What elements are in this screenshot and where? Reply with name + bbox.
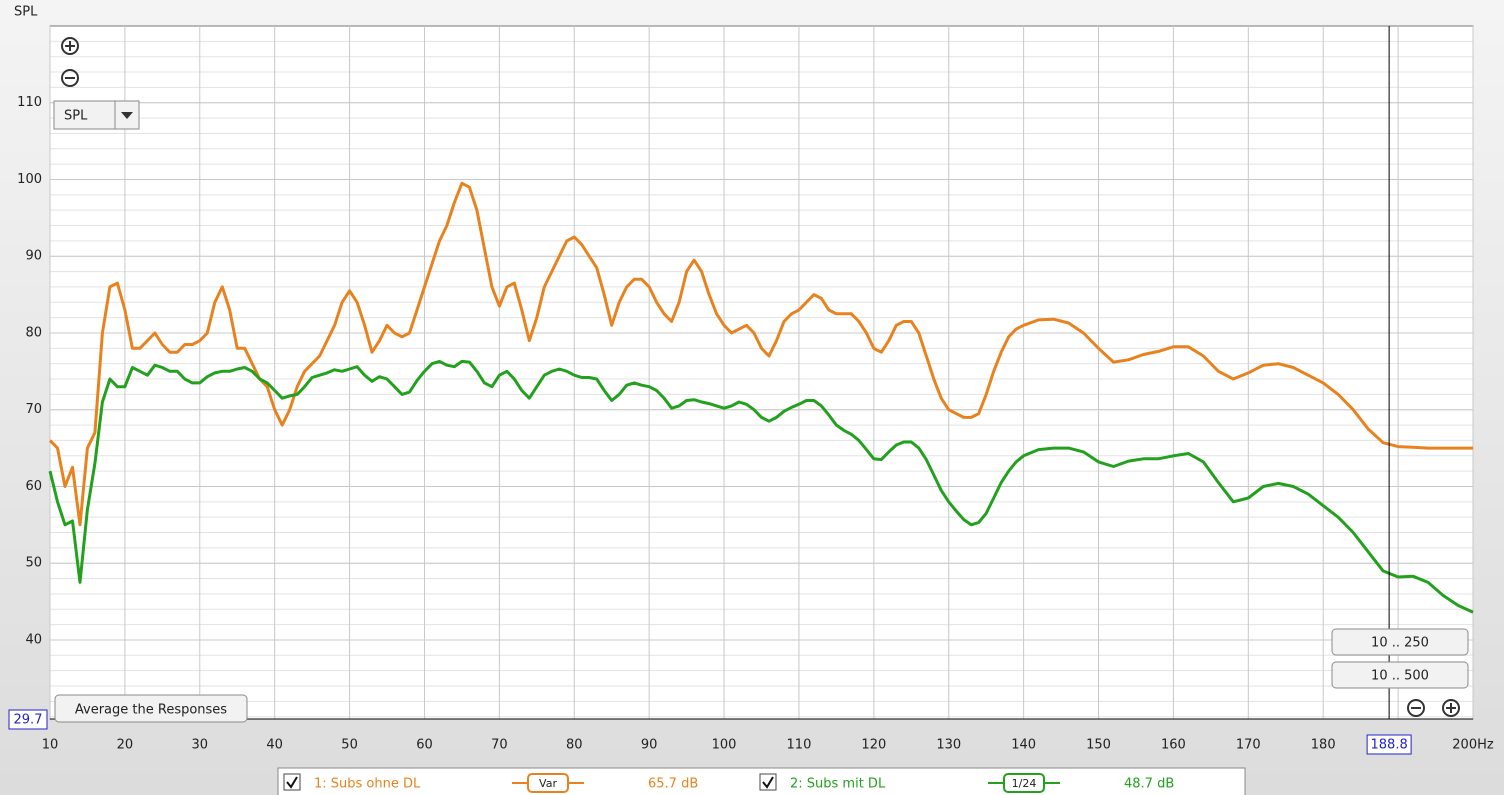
x-zoom-in[interactable] <box>1442 699 1460 717</box>
y-axis-label: SPL <box>14 5 38 20</box>
legend-label: 2: Subs mit DL <box>790 777 886 792</box>
legend-entry[interactable]: 2: Subs mit DL 1/24 48.7 dB <box>759 773 1174 793</box>
x-tick-label: 40 <box>266 738 283 753</box>
x-tick-label: 160 <box>1161 738 1186 753</box>
legend-label: 1: Subs ohne DL <box>314 777 421 792</box>
y-tick-label: 100 <box>17 172 42 187</box>
y-tick-label: 90 <box>25 249 42 264</box>
smoothing-box <box>1003 773 1045 793</box>
zoom-in[interactable] <box>61 37 79 55</box>
x-tick-label: 80 <box>566 738 583 753</box>
button-label: 10 .. 250 <box>1371 636 1429 651</box>
x-tick-label: 10 <box>42 738 59 753</box>
x-tick-label: 30 <box>192 738 209 753</box>
cursor-x-box <box>1366 734 1412 755</box>
cursor-y-label: 29.7 <box>14 713 43 728</box>
button-label: Average the Responses <box>75 703 227 718</box>
x-tick-label: 60 <box>416 738 433 753</box>
y-tick-label: 40 <box>25 632 42 647</box>
x-tick-label: 50 <box>341 738 358 753</box>
series-line <box>48 359 1474 614</box>
x-zoom-out[interactable] <box>1407 699 1425 717</box>
x-tick-label: 100 <box>712 738 737 753</box>
x-tick-label: 70 <box>491 738 508 753</box>
range-button[interactable]: 10 .. 250 <box>1331 628 1469 656</box>
x-tick-label: 120 <box>861 738 886 753</box>
dropdown-label: SPL <box>64 109 88 124</box>
checkbox <box>759 773 777 791</box>
x-tick-label: 90 <box>641 738 658 753</box>
average-button[interactable]: Average the Responses <box>54 694 248 723</box>
x-tick-label: 140 <box>1011 738 1036 753</box>
y-tick-label: 50 <box>25 556 42 571</box>
x-tick-label: 20 <box>117 738 134 753</box>
smoothing-box <box>527 773 569 793</box>
cursor-x-label: 188.8 <box>1371 738 1408 753</box>
x-tick-label: 180 <box>1311 738 1336 753</box>
y-tick-label: 80 <box>25 325 42 340</box>
check <box>286 776 298 789</box>
y-tick-label: 110 <box>17 95 42 110</box>
cursor-readout: 65.7 dB <box>648 777 698 792</box>
cursor-y-box <box>8 709 48 730</box>
x-tick-label: 200Hz <box>1452 738 1494 753</box>
y-tick-label: 60 <box>25 479 42 494</box>
y-tick-label: 70 <box>25 402 42 417</box>
zoom-out[interactable] <box>61 69 79 87</box>
check <box>762 776 774 789</box>
button-label: 10 .. 500 <box>1371 669 1429 684</box>
legend-entry[interactable]: 1: Subs ohne DL Var 65.7 dB <box>283 773 698 793</box>
range-button[interactable]: 10 .. 500 <box>1331 661 1469 689</box>
x-tick-label: 150 <box>1086 738 1111 753</box>
series-line <box>48 181 1473 527</box>
plot-area <box>49 25 1474 720</box>
x-tick-label: 170 <box>1236 738 1261 753</box>
x-tick-label: 110 <box>787 738 812 753</box>
cursor-readout: 48.7 dB <box>1124 777 1174 792</box>
view-dropdown[interactable]: SPL <box>53 100 140 130</box>
checkbox <box>283 773 301 791</box>
smoothing-label: Var <box>539 777 557 790</box>
smoothing-label: 1/24 <box>1012 777 1037 790</box>
x-tick-label: 130 <box>936 738 961 753</box>
